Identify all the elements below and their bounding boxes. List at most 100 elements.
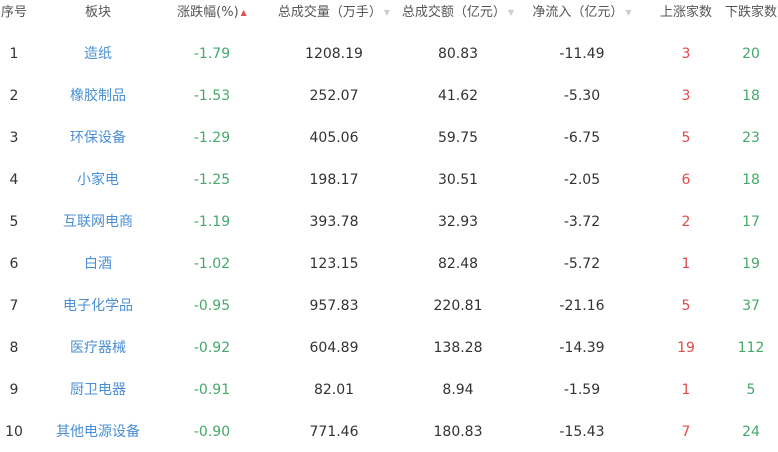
amount: 180.83 xyxy=(433,424,483,440)
header-label: 净流入（亿元） xyxy=(532,5,624,20)
amount: 30.51 xyxy=(437,172,479,188)
change-pct: -1.29 xyxy=(193,130,231,146)
net-inflow: -15.43 xyxy=(559,424,605,440)
header-sector: 板块 xyxy=(84,5,112,20)
header-up-count: 上涨家数 xyxy=(659,5,713,20)
amount: 32.93 xyxy=(437,214,479,230)
sector-link[interactable]: 造纸 xyxy=(84,46,112,62)
change-pct: -1.25 xyxy=(193,172,231,188)
seq: 10 xyxy=(5,424,23,440)
down-count: 17 xyxy=(742,214,760,230)
volume: 393.78 xyxy=(309,214,359,230)
header-volume[interactable]: 总成交量（万手） ▼ xyxy=(278,0,390,26)
header-amount[interactable]: 总成交额（亿元） ▼ xyxy=(402,0,514,26)
volume: 604.89 xyxy=(309,340,359,356)
amount: 80.83 xyxy=(437,46,479,62)
volume: 198.17 xyxy=(309,172,359,188)
down-count: 24 xyxy=(742,424,760,440)
net-inflow: -11.49 xyxy=(559,46,605,62)
amount: 41.62 xyxy=(437,88,479,104)
sector-link[interactable]: 其他电源设备 xyxy=(56,424,140,440)
sort-up-icon[interactable]: ▲ xyxy=(240,8,247,17)
table-row: 5 互联网电商 -1.19 393.78 32.93 -3.72 2 17 xyxy=(0,209,778,235)
net-inflow: -3.72 xyxy=(563,214,601,230)
up-count: 1 xyxy=(681,382,691,398)
change-pct: -1.19 xyxy=(193,214,231,230)
up-count: 5 xyxy=(681,130,691,146)
change-pct: -0.90 xyxy=(193,424,231,440)
amount: 8.94 xyxy=(442,382,474,398)
up-count: 7 xyxy=(681,424,691,440)
down-count: 20 xyxy=(742,46,760,62)
volume: 82.01 xyxy=(313,382,355,398)
down-count: 5 xyxy=(746,382,756,398)
seq: 5 xyxy=(9,214,19,230)
table-row: 3 环保设备 -1.29 405.06 59.75 -6.75 5 23 xyxy=(0,125,778,151)
header-label: 涨跌幅(%) xyxy=(177,5,239,20)
seq: 9 xyxy=(9,382,19,398)
seq: 8 xyxy=(9,340,19,356)
table-row: 8 医疗器械 -0.92 604.89 138.28 -14.39 19 112 xyxy=(0,335,778,361)
table-row: 1 造纸 -1.79 1208.19 80.83 -11.49 3 20 xyxy=(0,41,778,67)
down-count: 19 xyxy=(742,256,760,272)
volume: 1208.19 xyxy=(305,46,363,62)
table-row: 4 小家电 -1.25 198.17 30.51 -2.05 6 18 xyxy=(0,167,778,193)
sector-link[interactable]: 小家电 xyxy=(77,172,119,188)
table-row: 7 电子化学品 -0.95 957.83 220.81 -21.16 5 37 xyxy=(0,293,778,319)
table-row: 9 厨卫电器 -0.91 82.01 8.94 -1.59 1 5 xyxy=(0,377,778,403)
table-row: 6 白酒 -1.02 123.15 82.48 -5.72 1 19 xyxy=(0,251,778,277)
seq: 7 xyxy=(9,298,19,314)
sector-link[interactable]: 医疗器械 xyxy=(70,340,126,356)
down-count: 18 xyxy=(742,88,760,104)
seq: 3 xyxy=(9,130,19,146)
header-label: 总成交量（万手） xyxy=(277,5,382,20)
header-net-inflow[interactable]: 净流入（亿元） ▼ xyxy=(532,0,631,26)
up-count: 3 xyxy=(681,46,691,62)
net-inflow: -5.72 xyxy=(563,256,601,272)
up-count: 6 xyxy=(681,172,691,188)
header-seq: 序号 xyxy=(0,5,28,20)
sector-link[interactable]: 白酒 xyxy=(84,256,112,272)
change-pct: -1.02 xyxy=(193,256,231,272)
volume: 123.15 xyxy=(309,256,359,272)
sort-down-icon[interactable]: ▼ xyxy=(383,8,391,17)
up-count: 19 xyxy=(677,340,695,356)
seq: 4 xyxy=(9,172,19,188)
seq: 2 xyxy=(9,88,19,104)
seq: 6 xyxy=(9,256,19,272)
header-label: 总成交额（亿元） xyxy=(401,5,506,20)
amount: 220.81 xyxy=(433,298,483,314)
sort-down-icon[interactable]: ▼ xyxy=(625,8,632,17)
down-count: 112 xyxy=(737,340,765,356)
table-row: 2 橡胶制品 -1.53 252.07 41.62 -5.30 3 18 xyxy=(0,83,778,109)
change-pct: -1.53 xyxy=(193,88,231,104)
sort-down-icon[interactable]: ▼ xyxy=(507,8,515,17)
seq: 1 xyxy=(9,46,19,62)
header-change-pct[interactable]: 涨跌幅(%) ▲ xyxy=(177,0,247,26)
up-count: 3 xyxy=(681,88,691,104)
table-header: 序号 板块 涨跌幅(%) ▲ 总成交量（万手） ▼ 总成交额（亿元） ▼ 净流入（亿元… xyxy=(0,0,778,26)
amount: 82.48 xyxy=(437,256,479,272)
sector-link[interactable]: 厨卫电器 xyxy=(70,382,126,398)
up-count: 5 xyxy=(681,298,691,314)
net-inflow: -1.59 xyxy=(563,382,601,398)
change-pct: -1.79 xyxy=(193,46,231,62)
change-pct: -0.95 xyxy=(193,298,231,314)
volume: 957.83 xyxy=(309,298,359,314)
change-pct: -0.91 xyxy=(193,382,231,398)
volume: 252.07 xyxy=(309,88,359,104)
net-inflow: -21.16 xyxy=(559,298,605,314)
sector-link[interactable]: 橡胶制品 xyxy=(70,88,126,104)
amount: 138.28 xyxy=(433,340,483,356)
sector-link[interactable]: 电子化学品 xyxy=(63,298,133,314)
up-count: 2 xyxy=(681,214,691,230)
header-down-count: 下跌家数 xyxy=(724,5,778,20)
sector-link[interactable]: 互联网电商 xyxy=(63,214,133,230)
net-inflow: -5.30 xyxy=(563,88,601,104)
volume: 771.46 xyxy=(309,424,359,440)
volume: 405.06 xyxy=(309,130,359,146)
sector-link[interactable]: 环保设备 xyxy=(70,130,126,146)
down-count: 18 xyxy=(742,172,760,188)
net-inflow: -6.75 xyxy=(563,130,601,146)
net-inflow: -2.05 xyxy=(563,172,601,188)
